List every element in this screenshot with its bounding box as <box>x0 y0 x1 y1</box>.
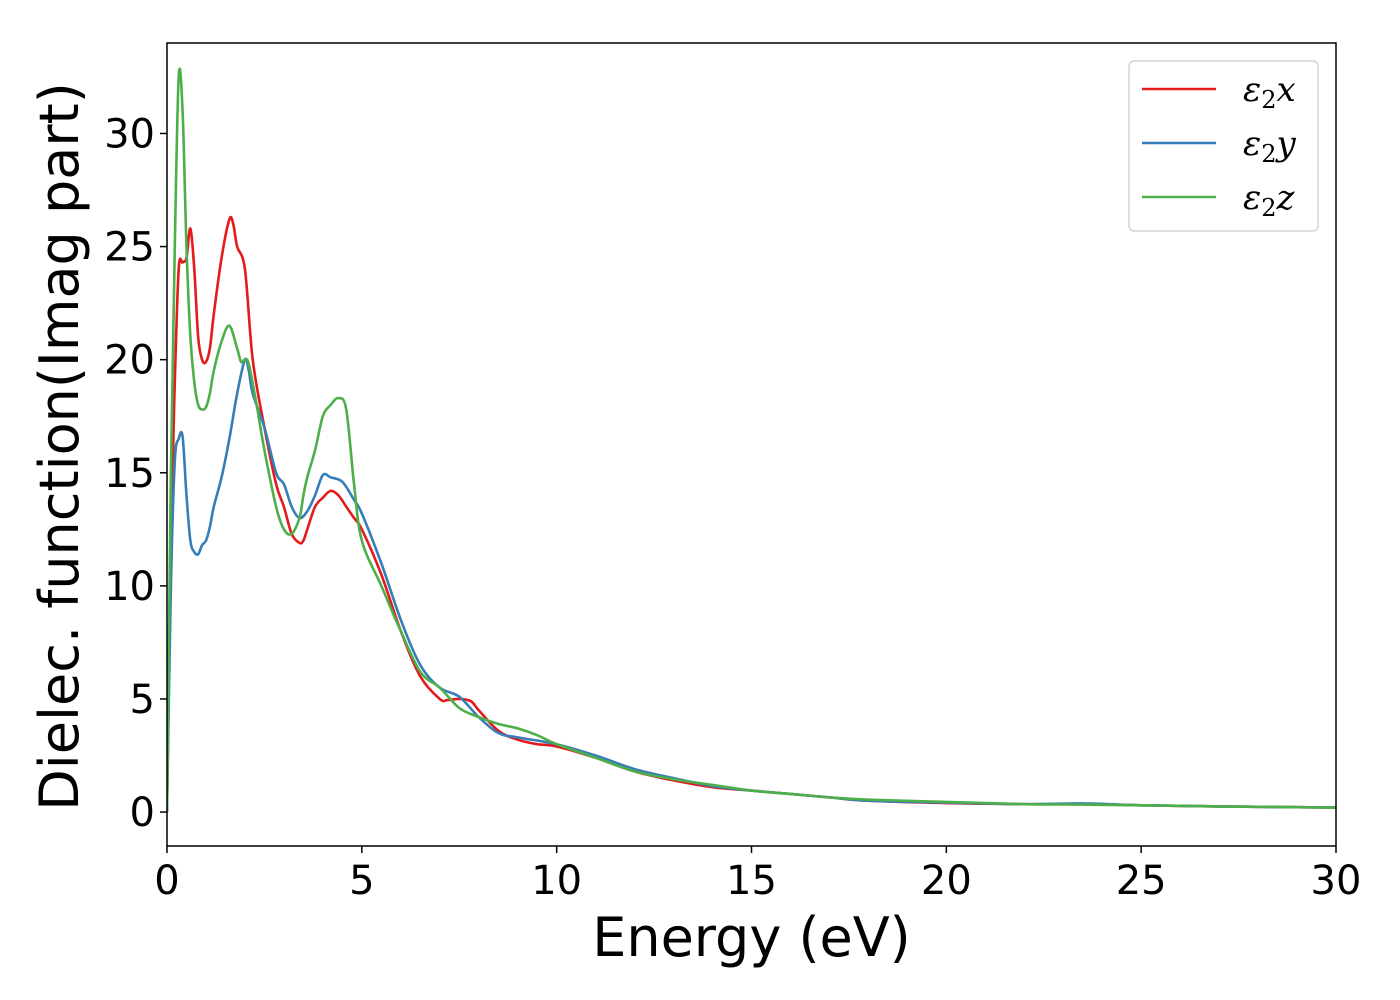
series-line-z <box>167 67 1336 813</box>
y-tick-label: 0 <box>130 790 155 836</box>
x-tick-label: 20 <box>921 858 972 904</box>
y-tick-label: 10 <box>104 564 155 610</box>
legend-box <box>1128 60 1319 232</box>
x-tick-label: 15 <box>726 858 777 904</box>
legend: ε2x ε2y ε2z <box>1128 60 1319 232</box>
y-tick-label: 15 <box>104 451 155 497</box>
series-layer <box>167 67 1336 813</box>
y-tick-label: 20 <box>104 338 155 384</box>
y-tick-label: 30 <box>104 111 155 157</box>
y-tick-label: 25 <box>104 225 155 271</box>
legend-label-z: ε2z <box>1243 178 1296 222</box>
y-axis-label: Dielec. function(Imag part) <box>28 82 91 811</box>
y-tick-label: 5 <box>130 677 155 723</box>
x-tick-label: 10 <box>531 858 582 904</box>
legend-label-x: ε2x <box>1243 70 1296 114</box>
x-axis-ticks: 0 5 10 15 20 25 30 <box>154 846 1361 904</box>
legend-label-y: ε2y <box>1243 124 1297 168</box>
y-axis-ticks: 0 5 10 15 20 25 30 <box>104 111 167 836</box>
x-tick-label: 30 <box>1311 858 1362 904</box>
x-tick-label: 5 <box>349 858 374 904</box>
x-tick-label: 0 <box>154 858 179 904</box>
x-axis-label: Energy (eV) <box>592 906 911 969</box>
x-tick-label: 25 <box>1116 858 1167 904</box>
